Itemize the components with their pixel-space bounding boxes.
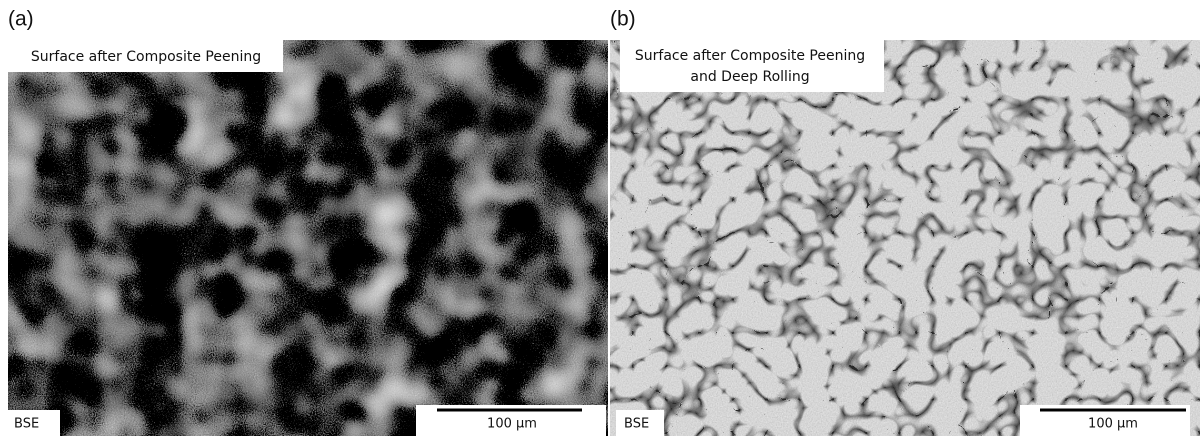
detector: BSE (624, 417, 649, 432)
panel-label: (b) (610, 8, 636, 31)
sem-image (8, 40, 608, 436)
caption: Surface after Composite Peening (635, 48, 865, 64)
caption: and Deep Rolling (690, 69, 809, 85)
panel-a: (a) Surface after Composite Peening BSE … (8, 8, 608, 436)
panel-b: (b) Surface after Composite Peening and … (610, 8, 1200, 436)
figure: (a) Surface after Composite Peening BSE … (0, 0, 1200, 436)
scale-label: 100 µm (1088, 417, 1138, 432)
detector: BSE (14, 417, 39, 432)
caption: Surface after Composite Peening (31, 49, 261, 65)
sem-image (610, 40, 1200, 436)
scale-label: 100 µm (487, 417, 537, 432)
panel-label: (a) (8, 8, 34, 31)
